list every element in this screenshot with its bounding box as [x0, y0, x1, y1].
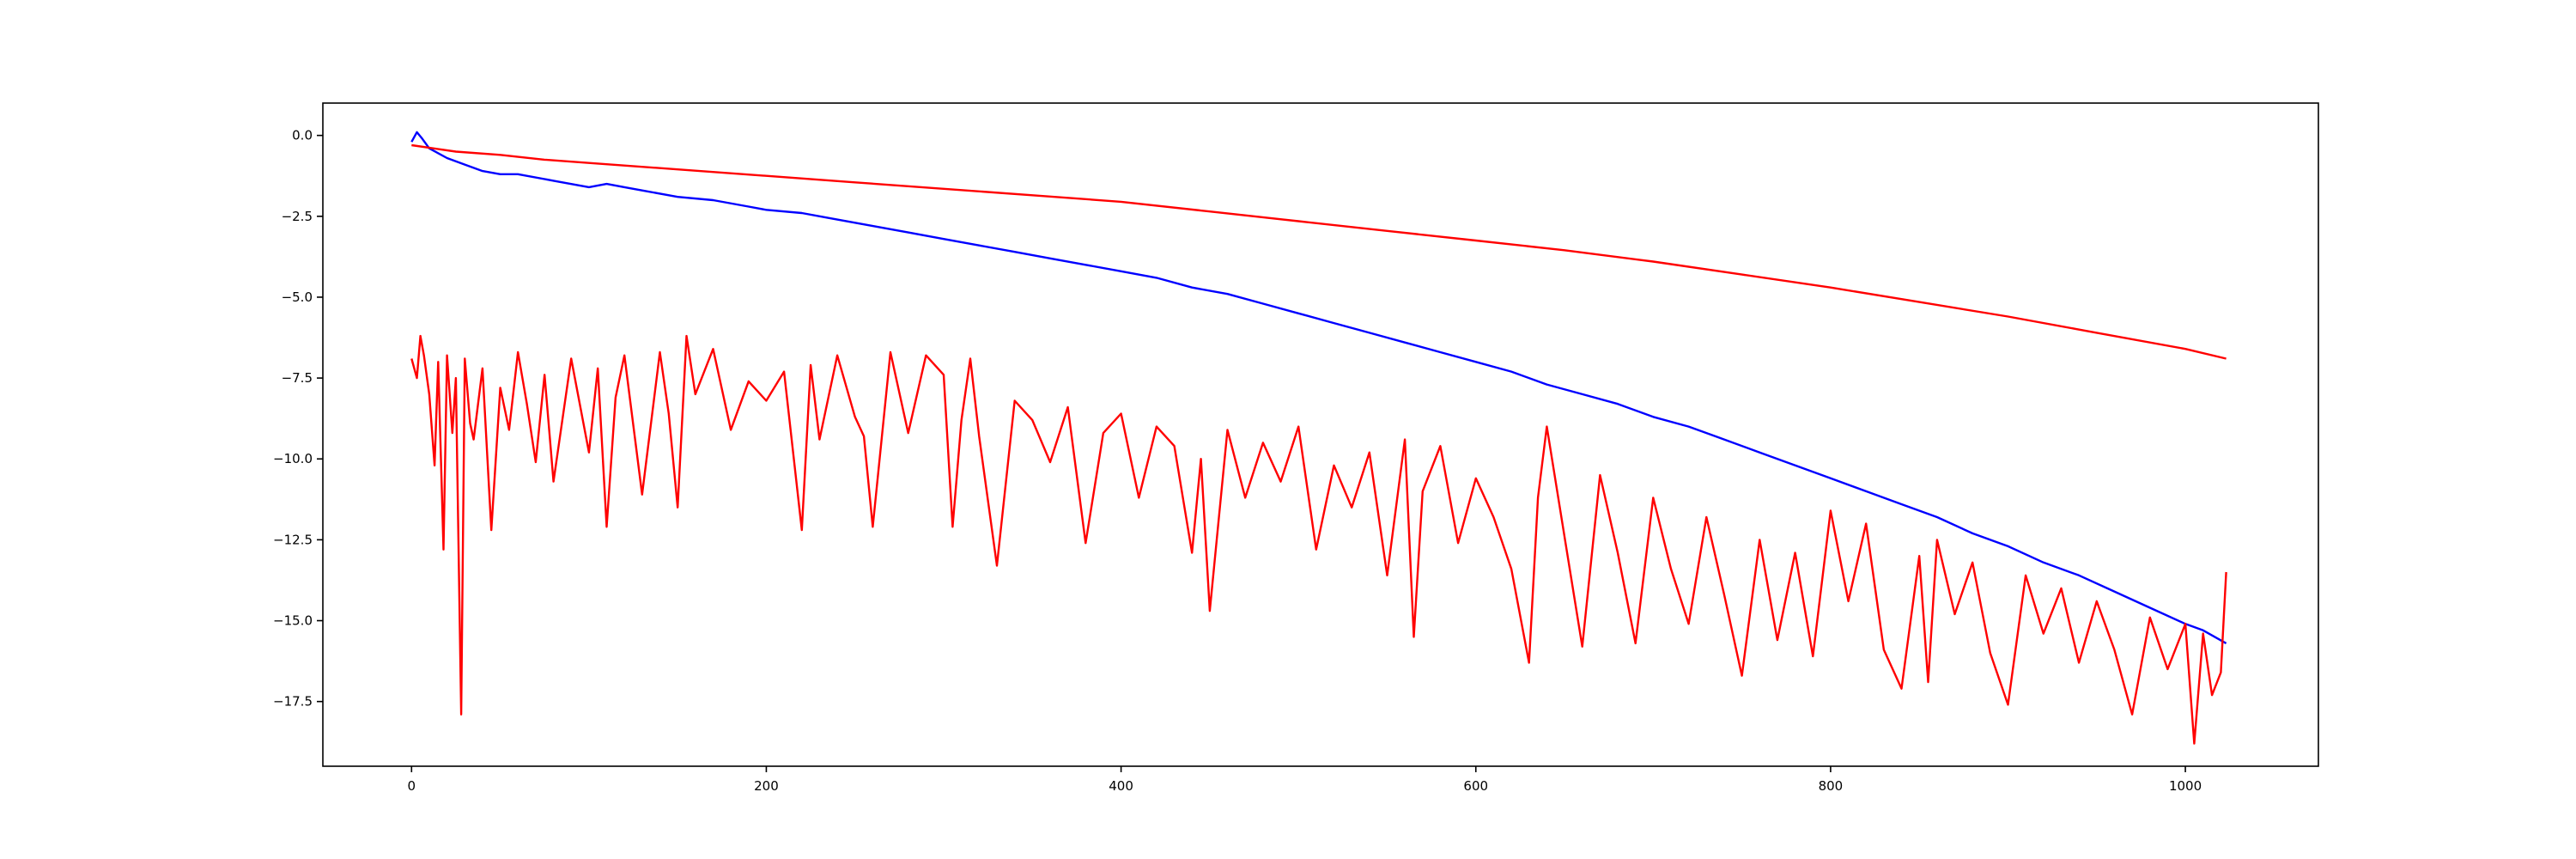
- series-layer: [410, 131, 2227, 745]
- y-axis-ticks: 0.0 −2.5 −5.0 −7.5 −10.0 −12.5 −15.0 −17.5: [273, 128, 323, 710]
- x-tick-label: 800: [1819, 778, 1844, 794]
- series-line-2: [411, 143, 2227, 360]
- y-tick-label: −17.5: [273, 694, 313, 710]
- x-tick-label: 0: [408, 778, 416, 794]
- series-line-1: [410, 131, 2227, 644]
- x-tick-label: 200: [754, 778, 779, 794]
- x-tick-label: 600: [1463, 778, 1488, 794]
- series-line-3: [410, 334, 2227, 745]
- x-tick-label: 1000: [2169, 778, 2202, 794]
- y-tick-label: −12.5: [273, 532, 313, 547]
- axes-frame: [322, 102, 2319, 767]
- y-tick-label: 0.0: [292, 128, 313, 143]
- y-tick-label: −15.0: [273, 613, 313, 629]
- x-tick-label: 400: [1109, 778, 1133, 794]
- y-tick-label: −10.0: [273, 451, 313, 466]
- y-tick-label: −5.0: [282, 289, 313, 305]
- x-axis-ticks: 0 200 400 600 800 1000: [408, 766, 2202, 794]
- y-tick-label: −2.5: [282, 209, 313, 224]
- y-tick-label: −7.5: [282, 370, 313, 386]
